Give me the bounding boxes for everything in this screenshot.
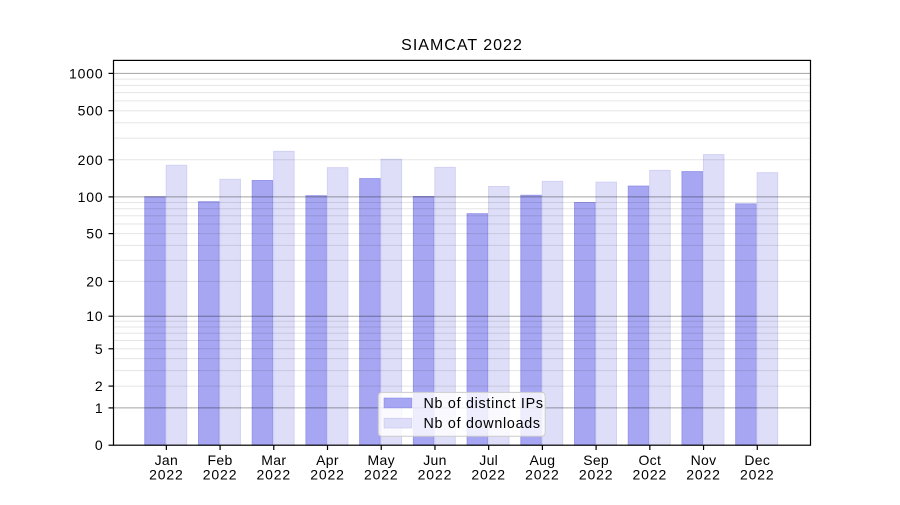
svg-text:Jul: Jul [479,452,498,468]
svg-text:Feb: Feb [208,452,233,468]
svg-text:2022: 2022 [418,467,453,483]
svg-text:Nb of downloads: Nb of downloads [424,416,541,432]
svg-text:50: 50 [86,226,103,242]
svg-text:2022: 2022 [364,467,399,483]
svg-text:Mar: Mar [261,452,286,468]
svg-text:Sep: Sep [583,452,609,468]
svg-text:2022: 2022 [203,467,238,483]
svg-text:2022: 2022 [740,467,775,483]
svg-text:Dec: Dec [744,452,770,468]
svg-text:May: May [368,452,395,468]
svg-text:2022: 2022 [310,467,345,483]
svg-text:2: 2 [95,378,104,394]
svg-text:1: 1 [95,400,104,416]
svg-text:2022: 2022 [525,467,560,483]
svg-text:Apr: Apr [316,452,339,468]
svg-text:5: 5 [95,341,104,357]
svg-text:200: 200 [78,152,104,168]
svg-text:Nb of distinct IPs: Nb of distinct IPs [424,396,544,412]
svg-text:Aug: Aug [529,452,555,468]
svg-text:0: 0 [95,437,104,453]
svg-text:SIAMCAT 2022: SIAMCAT 2022 [401,37,523,54]
svg-text:Nov: Nov [691,452,717,468]
svg-text:Jun: Jun [423,452,446,468]
svg-text:2022: 2022 [633,467,668,483]
svg-text:100: 100 [78,189,104,205]
svg-text:10: 10 [86,308,103,324]
svg-text:2022: 2022 [686,467,721,483]
svg-text:500: 500 [78,103,104,119]
svg-text:2022: 2022 [579,467,614,483]
svg-text:Oct: Oct [638,452,661,468]
svg-text:20: 20 [86,273,103,289]
svg-text:Jan: Jan [155,452,178,468]
svg-text:2022: 2022 [149,467,184,483]
svg-text:1000: 1000 [69,65,104,81]
svg-text:2022: 2022 [257,467,292,483]
svg-text:2022: 2022 [471,467,506,483]
